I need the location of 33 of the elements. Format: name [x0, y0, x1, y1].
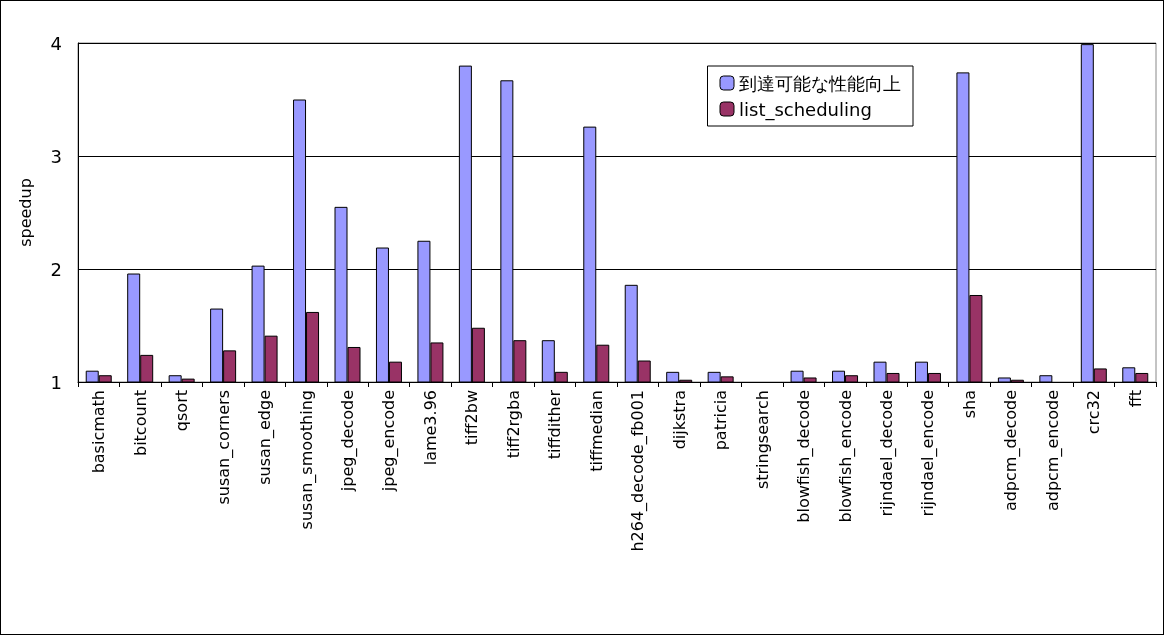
legend-label: 到達可能な性能向上 — [739, 72, 901, 94]
x-tick-label: tiff2bw — [462, 390, 482, 446]
x-tick-label: lame3.96 — [420, 390, 440, 466]
legend-label: list_scheduling — [739, 98, 872, 121]
x-tick-label: fft — [1125, 390, 1145, 408]
x-tick-label: blowfish_encode — [835, 390, 856, 523]
x-tick-label: rijndael_decode — [877, 390, 897, 517]
y-tick-label: 2 — [50, 258, 62, 280]
x-tick-label: crc32 — [1084, 390, 1104, 435]
x-tick-label: patricia — [711, 390, 731, 451]
y-tick-label: 4 — [50, 32, 62, 54]
x-tick-label: rijndael_encode — [918, 390, 939, 517]
x-tick-label: basicmath — [89, 390, 109, 474]
x-tick-label: susan_corners — [213, 390, 234, 505]
x-tick-label: tiff2rgba — [503, 390, 523, 459]
x-tick-label: adpcm_decode — [1001, 390, 1022, 512]
x-tick-label: susan_edge — [255, 390, 276, 485]
x-tick-label: jpeg_decode — [338, 390, 358, 493]
x-tick-label: stringsearch — [752, 390, 772, 490]
x-tick-label: tiffmedian — [586, 390, 606, 472]
x-tick-label: susan_smoothing — [296, 390, 317, 530]
x-tick-label: dijkstra — [669, 390, 689, 450]
y-tick-label: 1 — [50, 371, 62, 393]
y-tick-label: 3 — [50, 145, 62, 167]
x-tick-label: jpeg_encode — [379, 390, 400, 493]
x-tick-label: qsort — [172, 390, 192, 432]
x-tick-label: h264_decode_fb001 — [628, 390, 649, 552]
x-tick-label: sha — [959, 390, 979, 419]
y-axis-title: speedup — [15, 178, 35, 247]
x-tick-label: tiffdither — [545, 389, 565, 460]
x-tick-label: blowfish_decode — [794, 390, 815, 523]
x-tick-label: adpcm_encode — [1042, 390, 1063, 512]
x-tick-label: bitcount — [130, 390, 150, 457]
